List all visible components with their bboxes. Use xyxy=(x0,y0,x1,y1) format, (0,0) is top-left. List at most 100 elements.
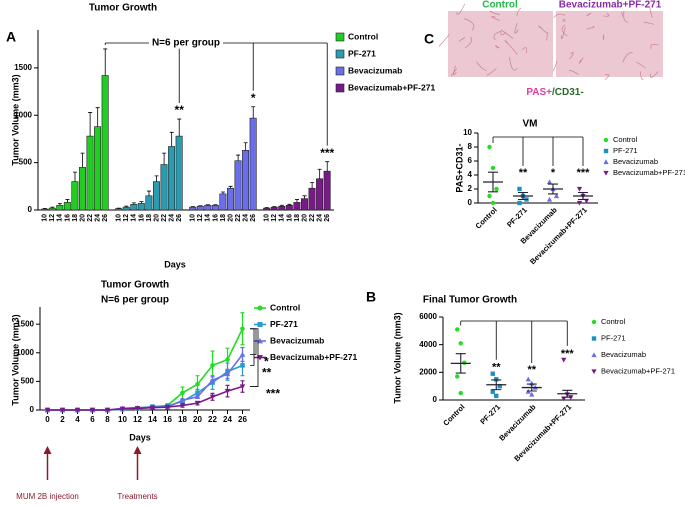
sem-bar xyxy=(518,191,528,201)
error-bar xyxy=(236,154,241,161)
bar xyxy=(226,187,234,211)
marker xyxy=(517,200,522,206)
marker xyxy=(490,200,496,206)
x-tick-label: PF-271 xyxy=(478,402,502,426)
chart-title: VM xyxy=(523,119,538,130)
y-tick-label: 0 xyxy=(433,395,438,404)
marker xyxy=(240,363,245,368)
x-tick-label: 12 xyxy=(123,214,130,222)
error-bar xyxy=(295,199,299,203)
marker xyxy=(553,193,560,199)
error-bar xyxy=(139,201,144,204)
sem-bar xyxy=(578,191,588,201)
marker xyxy=(546,196,553,202)
bar xyxy=(115,208,123,211)
x-tick-label: 14 xyxy=(57,214,64,222)
tissue-fiber xyxy=(622,52,633,63)
marker xyxy=(458,341,463,346)
histology-caption: PAS+/CD31- xyxy=(526,87,583,98)
histology-image xyxy=(556,11,663,77)
x-tick-label: 12 xyxy=(271,214,278,222)
y-tick-label: 500 xyxy=(21,376,35,385)
tissue-fiber xyxy=(453,65,457,76)
x-tick-label: 18 xyxy=(178,415,187,424)
error-bar xyxy=(80,152,85,168)
panel-label: C xyxy=(424,31,434,47)
tissue-fiber xyxy=(537,25,548,34)
legend-label: Bevacizumab xyxy=(348,65,402,75)
x-tick-label: 16 xyxy=(64,214,71,222)
y-tick-label: 2 xyxy=(468,184,473,193)
marker xyxy=(257,305,263,311)
bar xyxy=(285,204,293,211)
legend-swatch xyxy=(335,49,345,59)
tissue-fiber xyxy=(643,21,655,25)
x-tick-label: 20 xyxy=(193,415,202,424)
tissue-fiber xyxy=(464,36,473,49)
bar xyxy=(175,135,183,211)
x-tick-label: 18 xyxy=(220,214,227,222)
legend-label: PF-271 xyxy=(601,333,626,342)
error-bar xyxy=(57,202,62,206)
legend-label: Control xyxy=(601,317,626,326)
tissue-fiber xyxy=(650,71,659,78)
tissue-fiber xyxy=(602,34,605,40)
panel-label: A xyxy=(6,29,16,45)
y-tick-label: 1500 xyxy=(16,319,34,328)
bar xyxy=(249,117,257,211)
x-tick-label: 14 xyxy=(131,214,138,222)
sem-bar xyxy=(548,183,558,195)
x-tick-label: 22 xyxy=(87,214,94,222)
tissue-fiber xyxy=(486,68,497,76)
tissue-fiber xyxy=(500,29,506,36)
marker xyxy=(561,357,567,363)
bar xyxy=(130,204,138,211)
error-bar xyxy=(103,48,108,76)
x-tick-label: 10 xyxy=(118,415,127,424)
error-bar xyxy=(65,199,70,203)
bar xyxy=(316,178,324,211)
tissue-fiber xyxy=(569,52,574,60)
bar xyxy=(293,202,301,211)
error-bar xyxy=(88,112,93,137)
legend-label: Bevacizumab xyxy=(270,335,324,345)
marker xyxy=(89,407,96,413)
x-tick-label: 24 xyxy=(169,214,176,222)
marker xyxy=(239,351,246,357)
line xyxy=(47,364,243,411)
marker xyxy=(104,407,111,413)
y-tick-label: 10 xyxy=(463,128,472,137)
tissue-fiber xyxy=(516,7,522,17)
marker xyxy=(490,165,496,171)
significance: *** xyxy=(266,387,280,401)
legend-label: Control xyxy=(613,135,638,144)
x-tick-label: 18 xyxy=(72,214,79,222)
error-bar xyxy=(279,204,284,207)
error-bar xyxy=(177,118,182,137)
x-tick-label: 20 xyxy=(153,214,160,222)
x-tick-label: 24 xyxy=(243,214,250,222)
error-bar xyxy=(325,161,330,172)
x-tick-label: 12 xyxy=(133,415,142,424)
error-bar xyxy=(221,191,225,194)
marker xyxy=(257,355,263,361)
tissue-fiber xyxy=(514,22,519,34)
subtitle: N=6 per group xyxy=(101,295,169,306)
x-tick-label: 16 xyxy=(212,214,219,222)
histology-label: Bevacizumab+PF-271 xyxy=(559,0,662,11)
legend-label: Bevacizumab+PF-271 xyxy=(270,352,357,362)
tissue-fiber xyxy=(562,18,566,23)
marker xyxy=(194,394,201,400)
marker xyxy=(119,406,126,412)
bracket xyxy=(250,328,255,366)
marker xyxy=(603,159,609,165)
y-tick-label: 8 xyxy=(468,142,473,151)
bar xyxy=(234,160,242,211)
x-tick-label: 4 xyxy=(75,415,80,424)
y-tick-label: 1500 xyxy=(14,63,32,72)
tissue-fiber xyxy=(476,61,487,71)
chart-title: Final Tumor Growth xyxy=(423,295,517,306)
marker xyxy=(494,186,499,192)
bar xyxy=(263,207,271,211)
x-tick-label: 16 xyxy=(138,214,145,222)
